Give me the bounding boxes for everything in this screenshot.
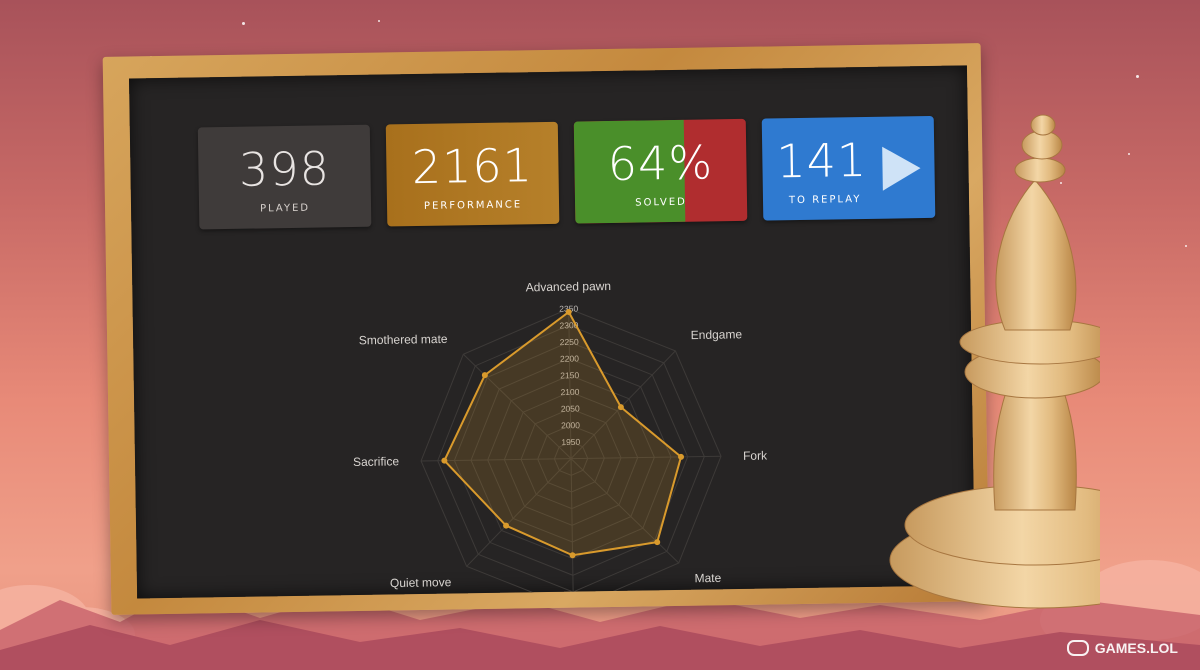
radar-point	[503, 522, 510, 529]
radar-point	[654, 539, 661, 546]
radar-tick-label: 2150	[560, 370, 579, 380]
radar-axis-label: Mate	[694, 571, 721, 585]
radar-tick-label: 2100	[560, 387, 579, 397]
radar-axis-label: Sacrifice	[353, 454, 400, 469]
radar-spoke	[568, 308, 572, 459]
radar-spoke	[571, 455, 722, 460]
watermark-text: GAMES.LOL	[1094, 640, 1178, 656]
radar-spoke	[462, 353, 572, 459]
radar-tick-label: 2250	[560, 337, 579, 347]
watermark: GAMES.LOL	[1066, 640, 1178, 656]
radar-point	[569, 552, 576, 559]
chalkboard-frame: 398 PLAYED 2161 PERFORMANCE 64% SOLVED 1…	[102, 43, 990, 615]
radar-spoke	[570, 458, 574, 599]
radar-tick-label: 2000	[561, 420, 580, 430]
radar-axis-label: Fork	[743, 449, 768, 463]
radar-tick-label: 2200	[560, 353, 579, 363]
radar-spoke	[466, 458, 572, 567]
radar-axis-label: Smothered mate	[359, 332, 448, 347]
radar-chart: 1950 2000 2050 2100 2150 2200 2250 2300 2350 Adv…	[353, 279, 768, 599]
radar-tick-label: 2050	[561, 403, 580, 413]
radar-point	[617, 404, 624, 411]
radar-axis-label: Quiet move	[390, 575, 452, 590]
radar-grid-ring	[420, 308, 722, 599]
radar-axis-label: Endgame	[691, 327, 743, 342]
chalkboard: 398 PLAYED 2161 PERFORMANCE 64% SOLVED 1…	[129, 65, 976, 599]
radar-point	[678, 453, 685, 460]
gamepad-icon	[1066, 640, 1089, 656]
radar-tick-label: 1950	[561, 437, 580, 447]
bishop-piece	[889, 114, 1100, 609]
radar-point	[481, 372, 488, 379]
radar-spoke	[570, 458, 680, 564]
radar-axis-label: Advanced pawn	[526, 279, 612, 294]
radar-tick-label: 2300	[559, 320, 578, 330]
radar-point	[441, 457, 448, 464]
radar-tick-label: 2350	[559, 303, 578, 313]
radar-spoke	[570, 350, 676, 459]
radar-point	[565, 308, 572, 315]
